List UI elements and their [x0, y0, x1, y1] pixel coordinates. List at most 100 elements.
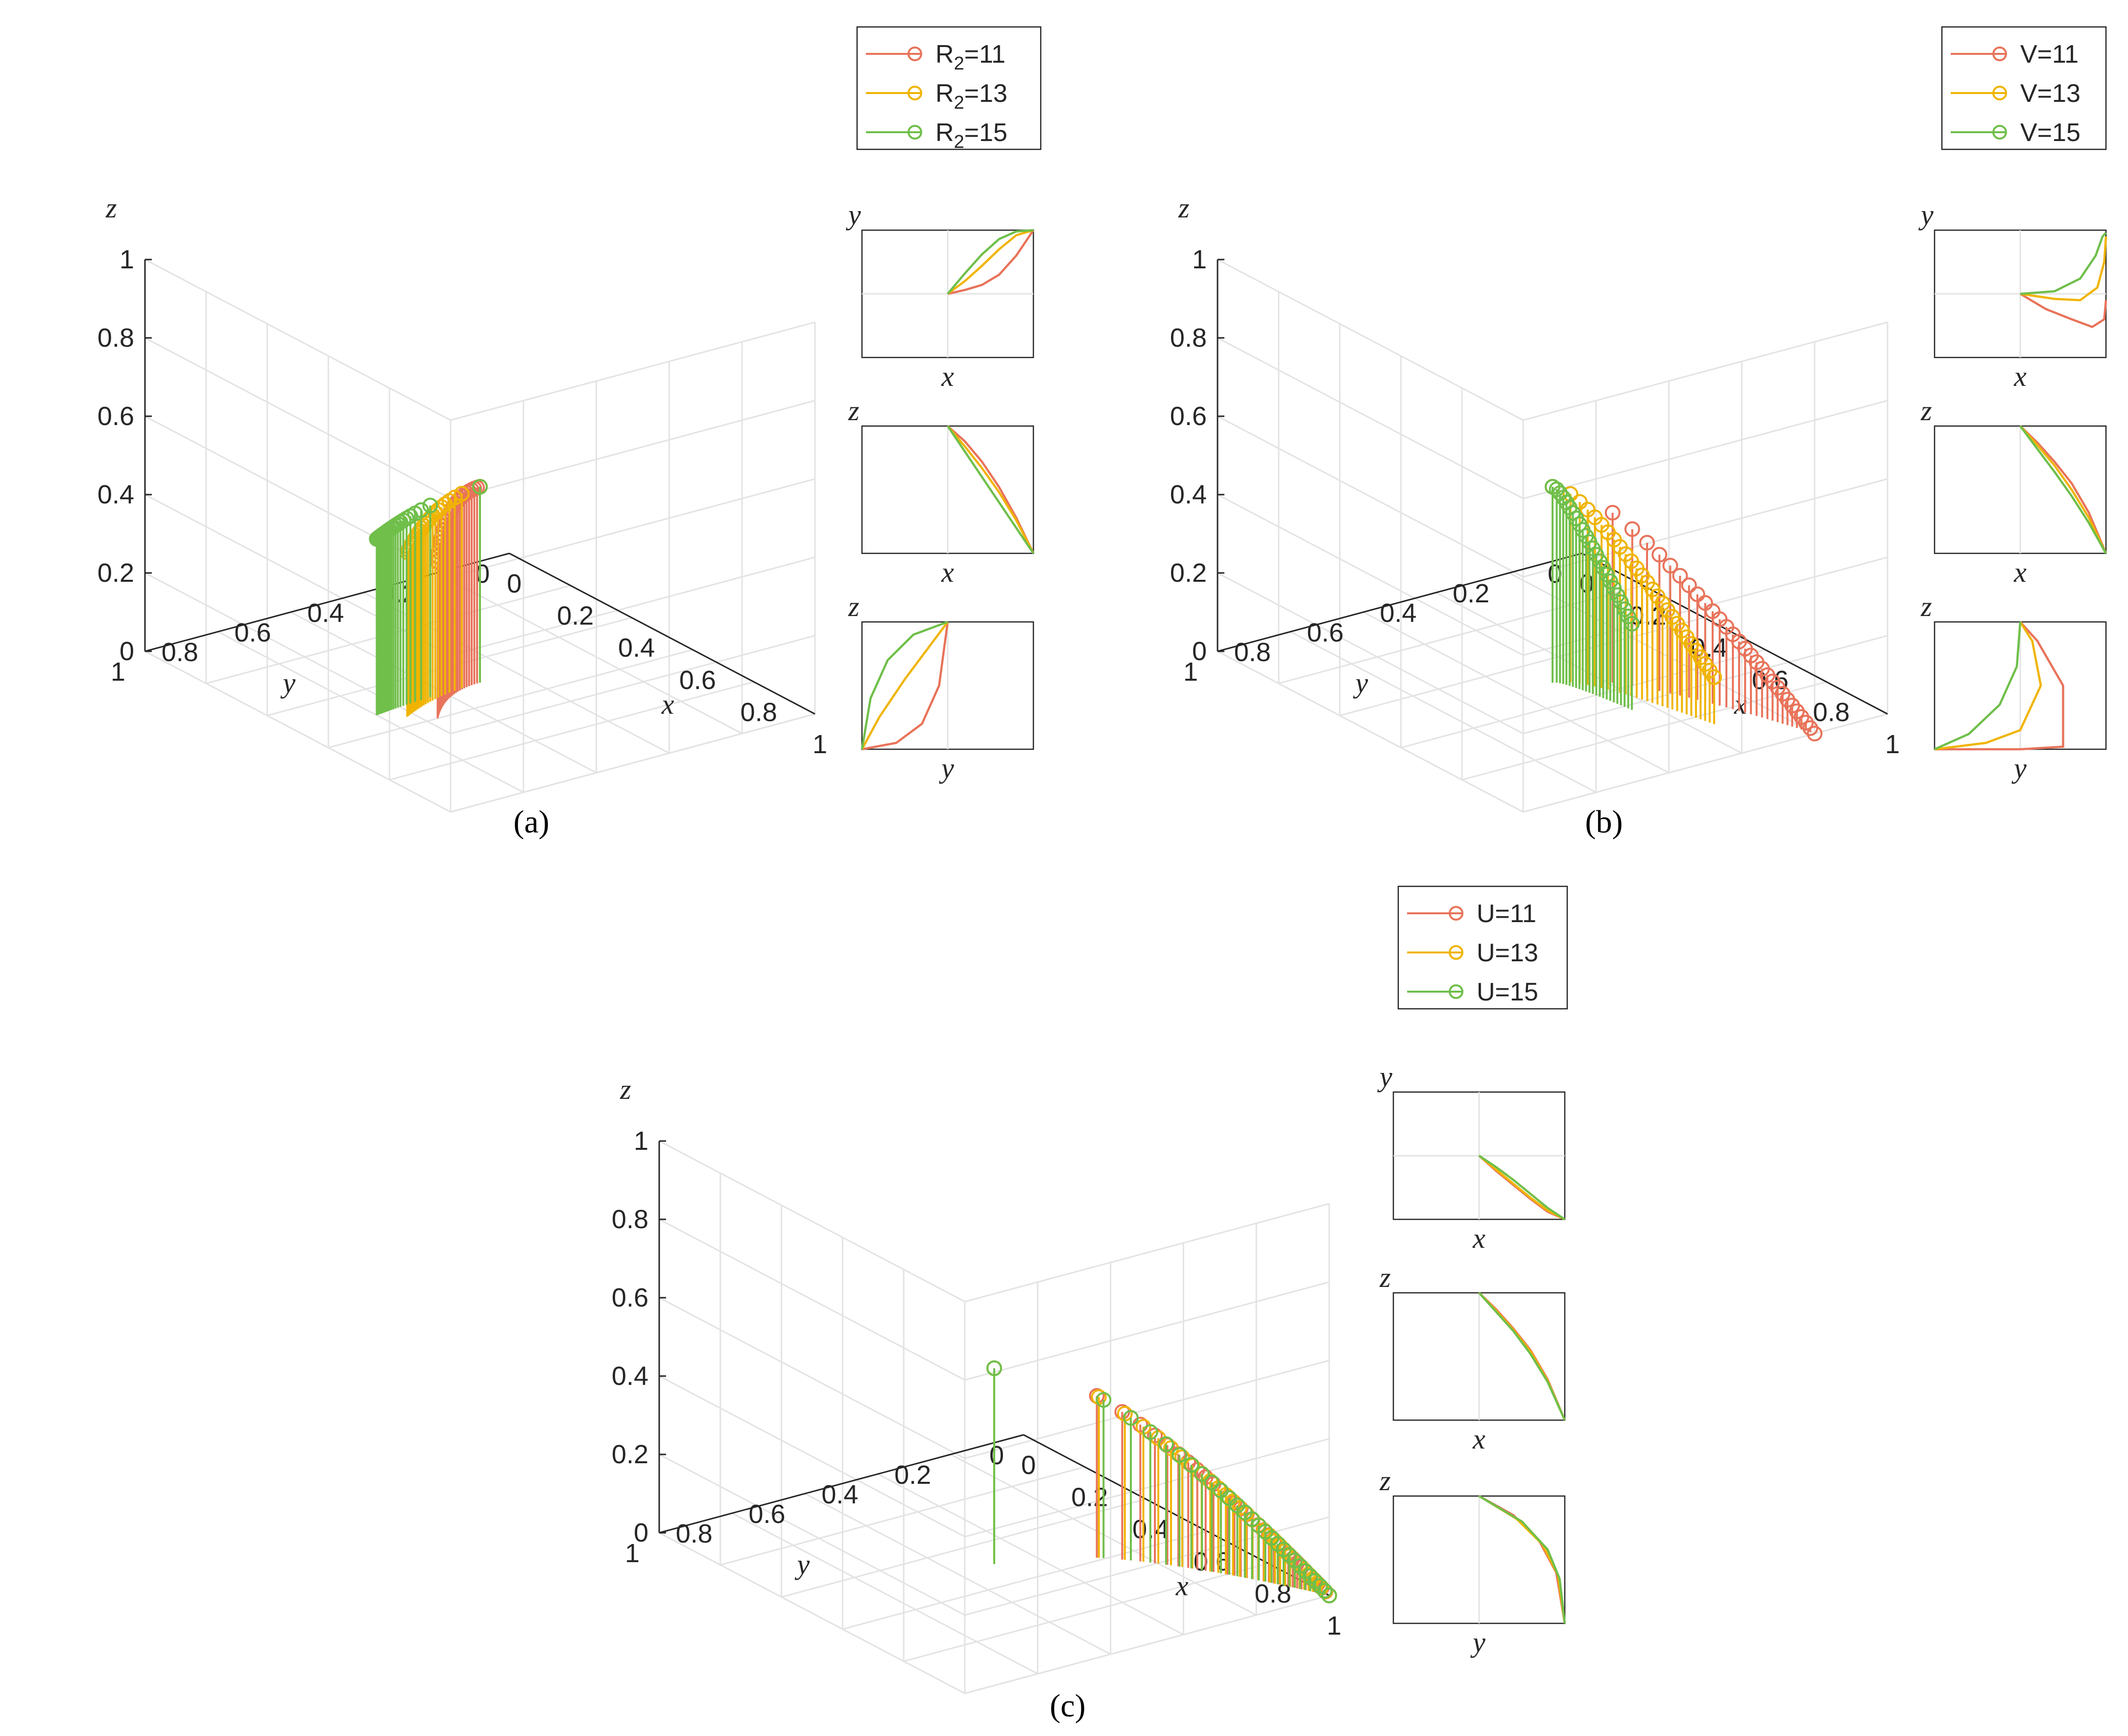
y-tick-label: 0.4: [307, 598, 344, 628]
legend-marker: [908, 125, 922, 140]
inset-curve: [2020, 232, 2107, 295]
inset-curve: [947, 425, 1034, 554]
grid-line: [144, 337, 451, 499]
stem-marker: [472, 479, 488, 495]
grid-line: [1290, 631, 1597, 793]
stem-marker: [1194, 1466, 1210, 1482]
y-tick-label: 0.4: [821, 1480, 858, 1509]
y-tick-label: 0.2: [1453, 579, 1489, 608]
legend-entry-main: R: [935, 119, 954, 147]
grid-line: [659, 1218, 965, 1381]
inset-curve: [2019, 425, 2107, 554]
grid-line: [1217, 572, 1524, 735]
inset-curve: [1478, 1155, 1566, 1220]
y-tick-label: 1: [625, 1539, 640, 1568]
stem-marker: [1689, 586, 1705, 602]
stem-marker: [1147, 1427, 1163, 1444]
inset-xlabel: x: [1472, 1222, 1485, 1254]
z-tick-label: 1: [634, 1126, 648, 1156]
panel-2: 00.20.40.60.8100.20.40.60.8100.20.40.60.…: [1170, 26, 2107, 840]
inset-curve: [861, 621, 949, 750]
z-tick-label: 0.4: [97, 480, 134, 509]
y-tick-label: 1: [111, 657, 125, 687]
inset-curve: [1934, 621, 2022, 751]
series-3: [986, 1360, 1337, 1603]
y-axis: [659, 1434, 1024, 1534]
legend-entry-suffix: =15: [964, 119, 1007, 147]
legend-marker: [908, 86, 922, 100]
stem-marker: [1307, 1573, 1323, 1589]
legend-box: [1941, 26, 2107, 150]
inset-xlabel: x: [941, 556, 954, 588]
grid-line: [144, 650, 451, 813]
legend-entry: U=15: [1477, 978, 1538, 1006]
inset-curve: [1935, 621, 2064, 751]
grid-line: [436, 572, 742, 735]
legend-entry-subscript: 2: [954, 93, 964, 113]
inset-xlabel: x: [2013, 556, 2027, 588]
inset-1: yx: [1918, 199, 2107, 392]
inset-ylabel: y: [846, 199, 861, 231]
series-3: [369, 479, 488, 715]
inset-curve: [2020, 236, 2107, 302]
grid-line: [659, 1532, 965, 1694]
inset-curve: [861, 620, 948, 750]
inset-curve: [947, 425, 1034, 554]
stem-marker: [1312, 1578, 1328, 1594]
grid-line: [144, 259, 451, 421]
grid-line: [217, 631, 524, 793]
z-tick-label: 0.4: [612, 1361, 648, 1391]
inset-curve: [1478, 1155, 1566, 1220]
y-tick-label: 0.6: [1307, 618, 1344, 647]
z-tick-label: 0.6: [612, 1283, 648, 1312]
inset-1: yx: [846, 199, 1034, 392]
inset-ylabel: y: [1918, 199, 1934, 231]
y-axis-label: y: [281, 667, 296, 699]
grid-line: [877, 1473, 1184, 1636]
inset-ylabel: z: [1920, 395, 1932, 427]
inset-ylabel: z: [848, 395, 860, 427]
stem-marker: [1807, 726, 1823, 741]
stem-marker: [1681, 577, 1697, 594]
x-tick-label: 0: [1021, 1451, 1036, 1480]
stem-marker: [1672, 568, 1688, 584]
grid-line: [732, 1512, 1038, 1675]
inset-xlabel: x: [2013, 360, 2027, 392]
inset-ylabel: z: [848, 591, 860, 622]
inset-xlabel: x: [941, 360, 954, 392]
grid-line: [1217, 259, 1524, 421]
inset-ylabel: z: [1379, 1261, 1391, 1293]
grid-line: [1523, 321, 1888, 421]
grid-line: [659, 1375, 965, 1538]
panel-3: 00.20.40.60.8100.20.40.60.8100.20.40.60.…: [612, 885, 1568, 1724]
stem-marker: [1204, 1474, 1220, 1491]
inset-xlabel: x: [1472, 1423, 1485, 1455]
legend-entry: U=11: [1477, 900, 1536, 928]
z-tick-label: 0.6: [1170, 402, 1207, 431]
grid-line: [1523, 713, 1888, 813]
stem-marker: [1302, 1568, 1318, 1584]
inset-ylabel: z: [1379, 1465, 1391, 1497]
x-axis: [509, 552, 815, 715]
legend-entry-main: R: [935, 40, 954, 69]
panel-label: (b): [1585, 804, 1623, 840]
y-tick-label: 0.8: [162, 638, 198, 667]
legend-entry-suffix: =13: [964, 79, 1007, 108]
legend-marker: [1992, 86, 2007, 100]
stem-marker: [1604, 504, 1621, 521]
z-tick-label: 0.4: [1170, 480, 1207, 509]
stem-marker: [1662, 558, 1678, 574]
z-tick-label: 0.2: [1170, 558, 1207, 588]
stem-marker: [1267, 1533, 1283, 1549]
y-tick-label: 0.6: [749, 1499, 786, 1529]
inset-1: yx: [1377, 1061, 1566, 1254]
stem-marker: [1262, 1528, 1278, 1544]
grid-line: [964, 1203, 1330, 1303]
x-axis-label: x: [661, 689, 674, 720]
stem-marker: [1624, 616, 1640, 632]
legend-entry-main: R: [935, 79, 954, 108]
z-axis-label: z: [1178, 192, 1190, 224]
grid-line: [450, 635, 815, 735]
legend-marker: [1449, 945, 1463, 960]
